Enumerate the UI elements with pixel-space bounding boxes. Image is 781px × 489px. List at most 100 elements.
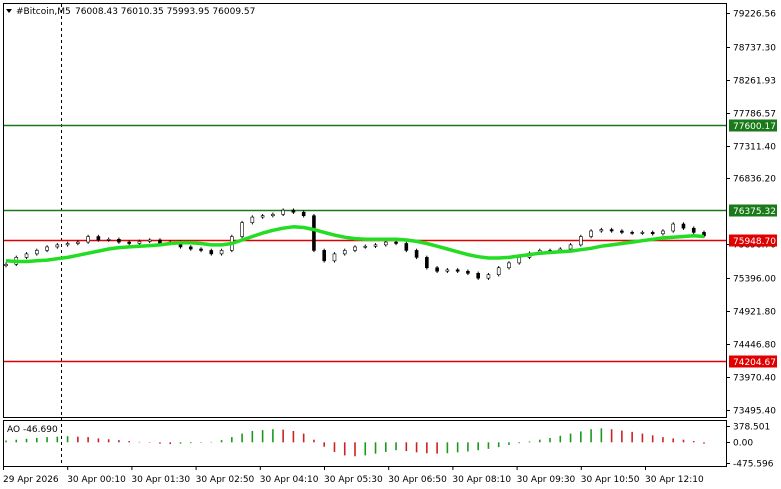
time-tick-label: 30 Apr 09:30 xyxy=(517,475,576,485)
level-price-tag xyxy=(729,119,777,132)
candle xyxy=(496,266,501,277)
candle xyxy=(650,230,655,236)
ma-layer xyxy=(5,225,705,264)
price-tick-label: 76836.20 xyxy=(733,175,776,185)
candle xyxy=(127,240,131,246)
candle xyxy=(486,272,491,280)
candle xyxy=(425,255,429,270)
level-tags: 77600.17 76375.32 75948.70 74204.67 xyxy=(729,119,777,368)
candles-layer xyxy=(4,208,706,280)
price-tick-label: 74446.80 xyxy=(733,341,776,351)
ao-axis: 378.501 0.00 -475.596 xyxy=(726,423,774,470)
candle xyxy=(188,245,193,251)
level-price-label: 74204.67 xyxy=(733,358,776,368)
main-chart-frame xyxy=(3,3,727,418)
candle xyxy=(681,222,686,230)
level-price-label: 77600.17 xyxy=(733,122,776,132)
time-tick-label: 30 Apr 06:50 xyxy=(388,475,447,485)
candle xyxy=(383,240,388,247)
candle xyxy=(219,248,224,256)
candle xyxy=(117,237,121,244)
candle xyxy=(34,248,39,256)
ohlc-readout: 76008.43 76010.35 75993.95 76009.57 xyxy=(75,7,255,17)
time-tick-label: 30 Apr 02:50 xyxy=(196,475,255,485)
price-tick-label: 77311.40 xyxy=(733,143,776,153)
indicator-frame xyxy=(3,420,727,467)
level-price-tag xyxy=(729,234,777,247)
candle xyxy=(661,229,665,236)
ao-histogram xyxy=(5,428,705,457)
level-price-tag xyxy=(729,204,777,217)
candle xyxy=(353,245,357,253)
level-price-label: 75948.70 xyxy=(733,237,776,247)
symbol-label: #Bitcoin,M5 xyxy=(16,7,71,17)
candle xyxy=(373,243,378,248)
candle xyxy=(691,226,696,235)
candle xyxy=(76,240,80,246)
candle xyxy=(250,215,255,225)
level-price-tag xyxy=(729,355,777,368)
candle xyxy=(240,220,244,239)
candle xyxy=(414,248,419,260)
candle xyxy=(609,227,614,233)
candle xyxy=(476,271,480,280)
candle xyxy=(96,234,101,242)
moving-average-line xyxy=(5,225,705,264)
candle xyxy=(394,240,398,246)
time-axis: 29 Apr 2026 30 Apr 00:10 30 Apr 01:30 30 Ap… xyxy=(3,466,704,485)
time-tick-label: 30 Apr 04:10 xyxy=(260,475,319,485)
candle xyxy=(322,248,327,263)
time-tick-label: 30 Apr 08:10 xyxy=(452,475,511,485)
candle xyxy=(4,262,8,268)
candle xyxy=(466,269,470,276)
candle xyxy=(301,210,306,218)
triangle-down-icon[interactable] xyxy=(6,9,12,13)
candle xyxy=(599,227,604,233)
ao-tick-label: -475.596 xyxy=(733,460,774,470)
candle xyxy=(65,241,70,247)
price-tick-label: 78261.93 xyxy=(733,77,776,87)
price-tick-label: 73495.40 xyxy=(733,407,776,417)
candle xyxy=(332,252,337,263)
time-tick-label: 30 Apr 05:30 xyxy=(324,475,383,485)
candle xyxy=(579,234,583,247)
time-tick-label: 30 Apr 10:50 xyxy=(581,475,640,485)
candle xyxy=(86,234,90,244)
candle xyxy=(620,229,624,235)
candle xyxy=(271,212,275,218)
candle xyxy=(640,230,645,235)
candle xyxy=(507,261,511,270)
price-tick-label: 78737.30 xyxy=(733,44,776,54)
candle xyxy=(147,238,152,244)
candle xyxy=(589,229,593,239)
price-tick-label: 79226.56 xyxy=(733,10,776,20)
candle xyxy=(281,208,285,217)
candle xyxy=(137,239,142,246)
time-tick-label: 30 Apr 01:30 xyxy=(131,475,190,485)
candle xyxy=(671,222,676,233)
candle xyxy=(55,243,60,249)
candle xyxy=(209,248,214,256)
candle xyxy=(24,252,29,260)
price-tick-label: 74921.80 xyxy=(733,308,776,318)
candle xyxy=(342,248,347,256)
indicator-label: AO -46.690 xyxy=(7,425,58,435)
candle xyxy=(199,247,203,253)
candle xyxy=(291,208,296,214)
candle xyxy=(363,244,368,249)
candle xyxy=(312,213,316,253)
time-tick-label: 30 Apr 12:10 xyxy=(645,475,704,485)
ao-tick-label: 378.501 xyxy=(733,423,770,433)
time-tick-label: 30 Apr 00:10 xyxy=(67,475,126,485)
candle xyxy=(445,268,450,273)
price-axis: 79226.56 78737.30 78261.93 77786.57 77311.40… xyxy=(726,10,776,417)
candle xyxy=(106,237,111,242)
candle xyxy=(45,245,49,253)
candle xyxy=(630,230,634,235)
candle xyxy=(404,241,409,253)
price-tick-label: 77786.57 xyxy=(733,110,776,120)
time-tick-label: 29 Apr 2026 xyxy=(3,475,59,485)
price-tick-label: 73970.40 xyxy=(733,374,776,384)
ao-tick-label: 0.00 xyxy=(733,439,753,449)
